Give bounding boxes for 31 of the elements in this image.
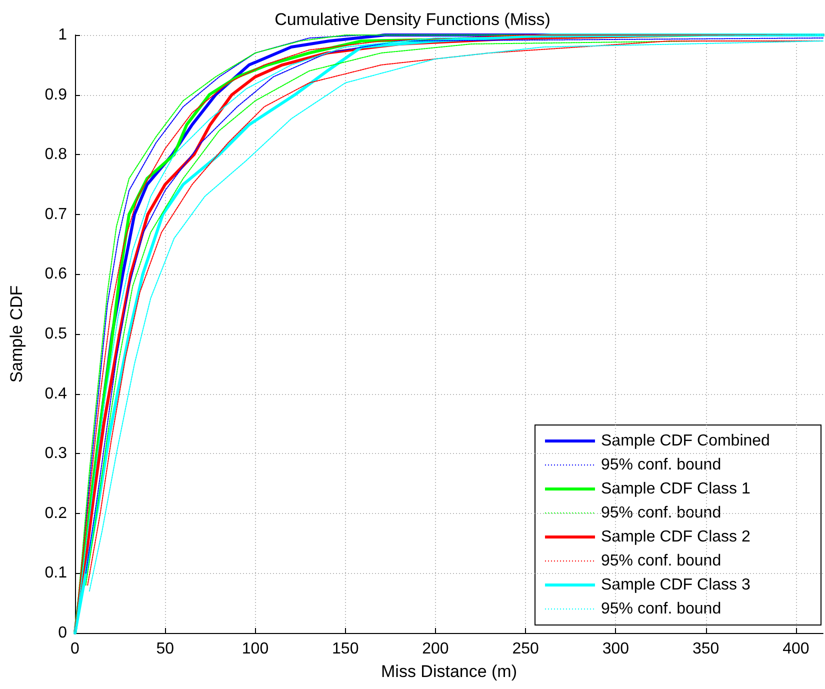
y-tick-label: 0 <box>58 624 68 642</box>
legend-label: 95% conf. bound <box>601 600 722 618</box>
y-tick-label: 0.5 <box>44 326 68 342</box>
legend-label: Sample CDF Class 3 <box>601 576 750 594</box>
legend-label: 95% conf. bound <box>601 456 722 474</box>
x-tick-label: 0 <box>70 640 80 658</box>
legend-label: Sample CDF Class 2 <box>601 528 750 546</box>
y-tick-label: 0.6 <box>44 266 68 283</box>
x-tick-label: 200 <box>422 640 449 658</box>
x-tick-label: 250 <box>512 640 540 658</box>
y-tick-label: 1 <box>58 26 68 44</box>
legend-label: Sample CDF Combined <box>601 432 770 450</box>
y-tick-label: 0.4 <box>44 385 68 402</box>
y-tick-label: 0.7 <box>44 206 68 223</box>
legend-label: 95% conf. bound <box>601 552 722 570</box>
legend-label: 95% conf. bound <box>601 504 722 522</box>
x-tick-label: 350 <box>692 640 720 658</box>
x-tick-label: 300 <box>602 640 630 658</box>
x-tick-label: 400 <box>782 640 810 658</box>
y-tick-label: 0.9 <box>44 86 68 104</box>
y-axis-title: Sample CDF <box>7 285 26 383</box>
y-tick-label: 0.1 <box>44 564 68 582</box>
x-tick-label: 50 <box>156 640 174 658</box>
x-axis-title: Miss Distance (m) <box>380 662 518 681</box>
x-tick-label: 100 <box>242 640 269 658</box>
y-tick-label: 0.3 <box>44 445 68 462</box>
y-tick-label: 0.8 <box>44 146 68 164</box>
chart-title: Cumulative Density Functions (Miss) <box>274 10 550 29</box>
x-tick-label: 150 <box>332 640 359 658</box>
y-tick-label: 0.2 <box>44 504 68 522</box>
legend-label: Sample CDF Class 1 <box>601 480 750 498</box>
